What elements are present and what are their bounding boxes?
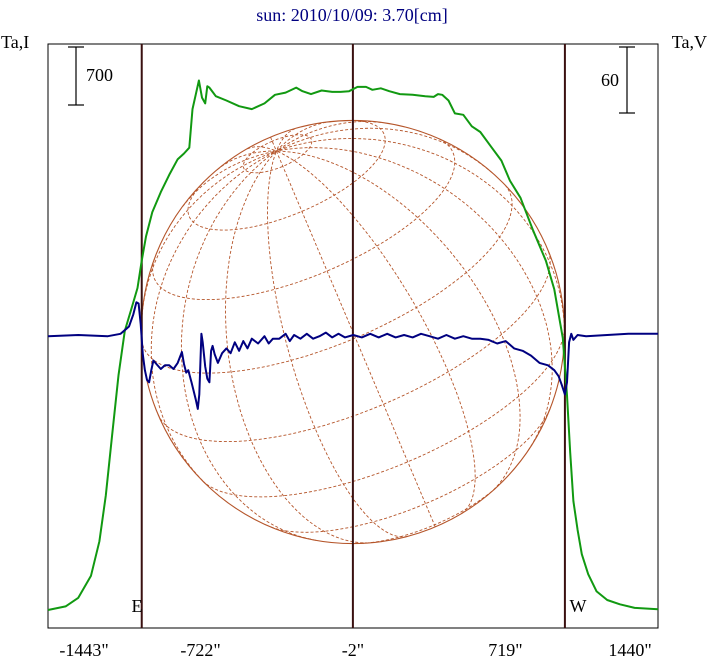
longitude-line — [267, 150, 408, 538]
longitude-line — [276, 121, 332, 152]
longitude-line — [276, 121, 382, 152]
x-tick-label: -1443" — [59, 640, 108, 660]
longitude-line — [276, 127, 493, 174]
chart-title: sun: 2010/10/09: 3.70[cm] — [256, 5, 448, 25]
longitude-line — [276, 147, 553, 451]
x-tick-label: 719" — [488, 640, 522, 660]
longitude-line — [275, 150, 436, 527]
left-scale-label: 700 — [86, 65, 113, 85]
longitude-line — [276, 150, 476, 514]
x-tick-label: -722" — [180, 640, 220, 660]
longitude-line — [216, 150, 277, 171]
longitude-line — [270, 136, 277, 152]
longitude-line — [180, 150, 316, 541]
longitude-line — [150, 150, 277, 485]
series-line-intensity — [47, 79, 659, 611]
longitude-line — [276, 138, 565, 333]
west-limb-label: W — [570, 596, 587, 616]
left-axis-label: Ta,I — [1, 32, 29, 52]
longitude-line — [182, 150, 277, 207]
latitude-line — [141, 185, 513, 374]
right-scale-bar — [619, 46, 635, 114]
series-line-polarization — [47, 301, 658, 410]
longitude-line — [225, 150, 369, 544]
latitude-line — [187, 120, 386, 231]
latitude-line — [242, 134, 313, 174]
longitude-line — [141, 150, 277, 322]
x-tick-label: -2" — [342, 640, 364, 660]
right-scale-label: 60 — [601, 70, 619, 90]
left-scale-bar — [68, 46, 84, 106]
data-series — [47, 79, 659, 611]
east-limb-label: E — [132, 596, 143, 616]
x-tick-labels: -1443" -722" -2" 719" 1440" — [59, 640, 651, 660]
x-tick-label: 1440" — [608, 640, 651, 660]
longitude-line — [276, 150, 521, 491]
right-axis-label: Ta,V — [672, 32, 707, 52]
latitude-line — [270, 409, 551, 533]
latitude-line — [152, 138, 456, 301]
